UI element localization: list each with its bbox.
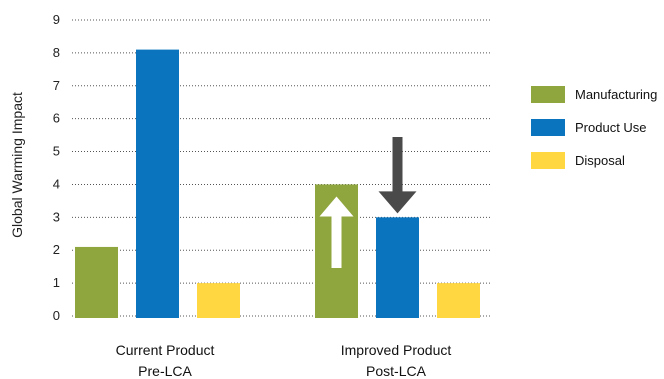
legend-label: Manufacturing: [575, 87, 657, 102]
legend-label: Disposal: [575, 153, 625, 168]
legend-label: Product Use: [575, 120, 647, 135]
y-tick-label: 6: [53, 111, 60, 126]
x-axis-categories: Current Product Pre-LCA Improved Product Po…: [116, 342, 452, 379]
bar-product-use: [376, 217, 419, 318]
y-tick-label: 2: [53, 242, 60, 257]
category-label: Post-LCA: [366, 363, 427, 379]
arrow-down-icon: [378, 137, 417, 214]
category-label: Current Product: [116, 342, 215, 358]
y-tick-label: 1: [53, 275, 60, 290]
annotations: [319, 137, 417, 268]
legend-swatch: [531, 119, 565, 136]
legend-swatch: [531, 86, 565, 103]
y-tick-label: 9: [53, 12, 60, 27]
y-axis-label: Global Warming Impact: [9, 92, 25, 238]
category-label: Improved Product: [341, 342, 452, 358]
legend: Manufacturing Product Use Disposal: [531, 86, 657, 169]
bars: [75, 49, 480, 318]
y-tick-label: 5: [53, 144, 60, 159]
category-label: Pre-LCA: [138, 363, 192, 379]
y-tick-label: 8: [53, 45, 60, 60]
bar-manufacturing: [75, 246, 118, 318]
y-tick-label: 4: [53, 176, 60, 191]
y-axis-ticks: 0 1 2 3 4 5 6 7 8 9: [53, 12, 60, 323]
gridlines: [72, 19, 490, 317]
bar-disposal: [197, 283, 240, 318]
bar-product-use: [136, 49, 179, 318]
y-tick-label: 7: [53, 78, 60, 93]
legend-swatch: [531, 152, 565, 169]
arrow-up-icon: [319, 196, 354, 268]
y-tick-label: 3: [53, 209, 60, 224]
bar-disposal: [437, 283, 480, 318]
y-tick-label: 0: [53, 308, 60, 323]
